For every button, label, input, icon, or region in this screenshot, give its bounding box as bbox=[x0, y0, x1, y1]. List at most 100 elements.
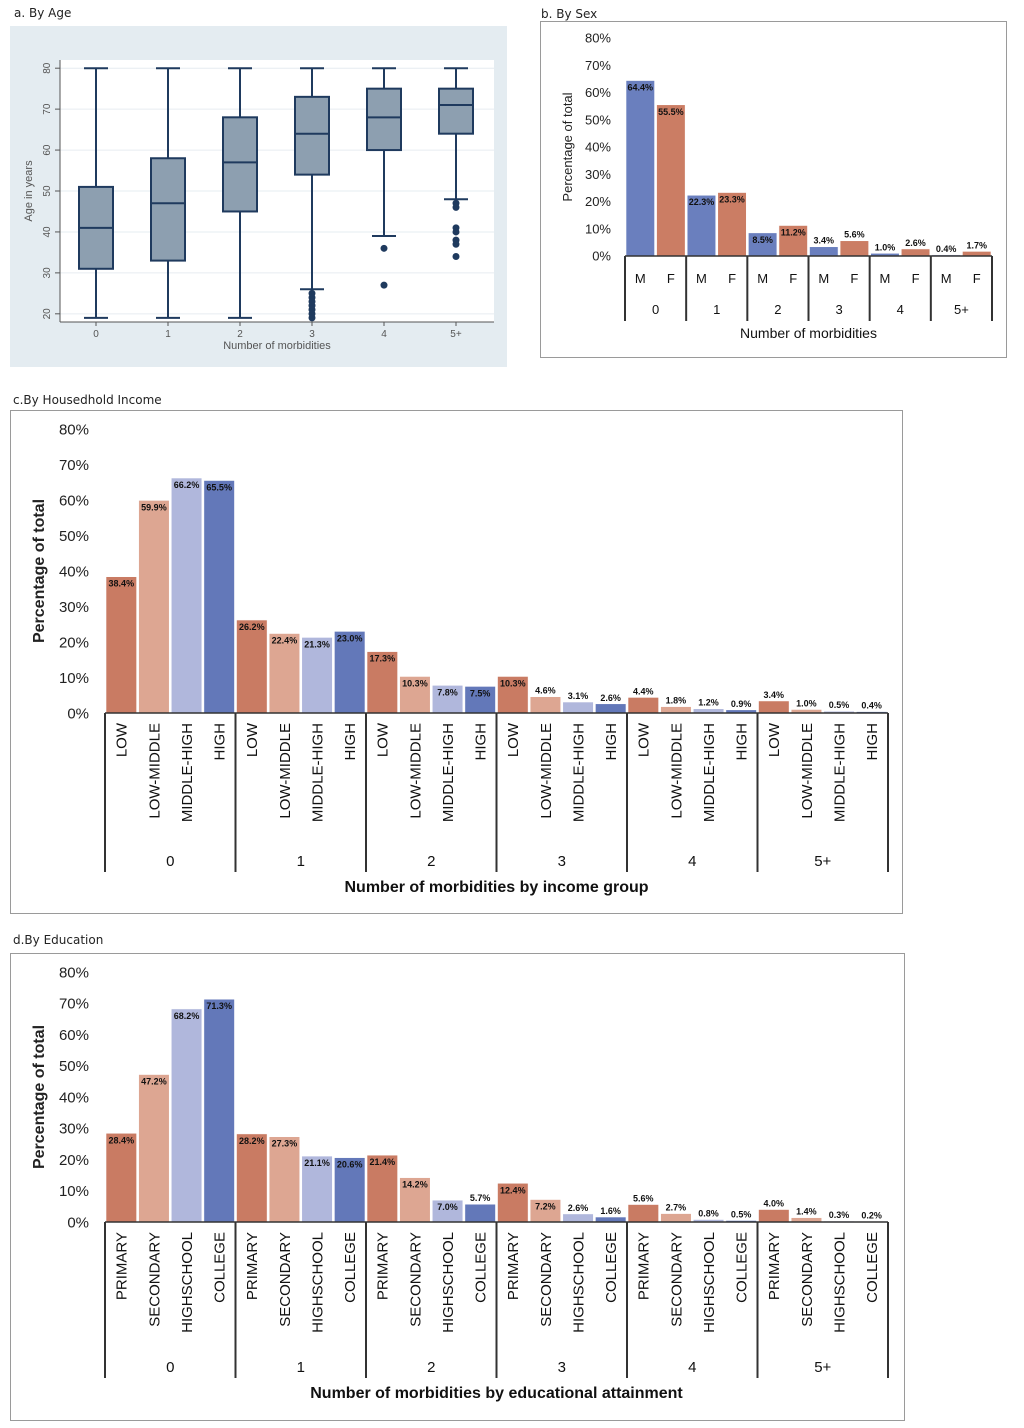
group-label-d: COLLEGE bbox=[734, 1232, 751, 1303]
bar-d bbox=[366, 1154, 398, 1223]
group-label-d: COLLEGE bbox=[603, 1232, 620, 1303]
data-label-d: 2.6% bbox=[568, 1203, 589, 1213]
data-label-d: 0.3% bbox=[829, 1210, 850, 1220]
data-label-d: 5.7% bbox=[470, 1193, 491, 1203]
y-tick-label-d: 60% bbox=[59, 1027, 89, 1044]
group-label-c: LOW-MIDDLE bbox=[146, 723, 163, 819]
category-label-d: 1 bbox=[297, 1359, 305, 1376]
bar-d bbox=[758, 1209, 790, 1223]
y-axis-label-c: Percentage of total bbox=[31, 499, 48, 643]
data-label-d: 28.2% bbox=[239, 1136, 265, 1146]
x-tick-label-a: 5+ bbox=[450, 329, 462, 340]
x-tick-label-a: 2 bbox=[237, 329, 243, 340]
y-axis-label-b: Percentage of total bbox=[560, 92, 575, 201]
group-label-d: COLLEGE bbox=[473, 1232, 490, 1303]
data-label-c: 10.3% bbox=[402, 678, 428, 688]
y-tick-label-c: 40% bbox=[59, 563, 89, 580]
data-label-b: 3.4% bbox=[814, 236, 835, 246]
bar-b bbox=[809, 246, 839, 257]
data-label-d: 0.8% bbox=[698, 1209, 719, 1219]
bar-c bbox=[627, 697, 659, 714]
data-label-d: 2.7% bbox=[666, 1203, 687, 1213]
group-label-b: M bbox=[880, 271, 891, 286]
data-label-d: 4.0% bbox=[764, 1199, 785, 1209]
y-tick-label-d: 70% bbox=[59, 996, 89, 1013]
bar-c bbox=[170, 477, 203, 714]
data-label-d: 14.2% bbox=[402, 1180, 428, 1190]
panel-c-title: c.By Housedhold Income bbox=[13, 393, 162, 407]
data-label-b: 23.3% bbox=[719, 195, 745, 205]
data-label-c: 65.5% bbox=[206, 482, 232, 492]
data-label-d: 12.4% bbox=[500, 1185, 526, 1195]
y-tick-label-c: 0% bbox=[67, 705, 89, 722]
group-label-d: HIGHSCHOOL bbox=[570, 1232, 587, 1333]
group-label-b: F bbox=[973, 271, 981, 286]
data-label-b: 0.4% bbox=[936, 244, 957, 254]
group-label-b: M bbox=[757, 271, 768, 286]
data-label-c: 3.1% bbox=[568, 691, 589, 701]
category-label-c: 4 bbox=[688, 853, 696, 870]
category-label-c: 2 bbox=[427, 853, 435, 870]
data-label-d: 21.4% bbox=[370, 1157, 396, 1167]
data-label-c: 22.4% bbox=[272, 635, 298, 645]
data-label-c: 26.2% bbox=[239, 622, 265, 632]
outlier-point bbox=[308, 289, 316, 297]
data-label-c: 66.2% bbox=[174, 480, 200, 490]
category-label-c: 0 bbox=[166, 853, 174, 870]
panel-d-title: d.By Education bbox=[13, 933, 104, 947]
y-axis-label-d: Percentage of total bbox=[31, 1025, 48, 1169]
bar-c bbox=[758, 700, 790, 714]
group-label-c: LOW bbox=[766, 722, 783, 757]
box bbox=[438, 87, 474, 135]
bar-c bbox=[203, 480, 235, 714]
data-label-c: 59.9% bbox=[141, 502, 167, 512]
group-label-c: HIGH bbox=[473, 723, 490, 761]
bar-c bbox=[334, 631, 366, 714]
group-label-c: HIGH bbox=[342, 723, 359, 761]
bar-b bbox=[717, 192, 747, 257]
y-tick-label-d: 50% bbox=[59, 1058, 89, 1075]
bar-c bbox=[301, 637, 333, 714]
y-tick-label-b: 50% bbox=[585, 112, 611, 127]
data-label-c: 4.6% bbox=[535, 686, 556, 696]
data-label-b: 2.6% bbox=[905, 238, 926, 248]
data-label-d: 0.2% bbox=[861, 1210, 882, 1220]
group-label-c: MIDDLE-HIGH bbox=[570, 723, 587, 822]
group-label-c: LOW bbox=[114, 722, 131, 757]
x-tick-label-a: 1 bbox=[165, 329, 171, 340]
bar-b bbox=[686, 194, 717, 257]
category-label-d: 0 bbox=[166, 1359, 174, 1376]
panel-c-frame bbox=[10, 410, 903, 914]
data-label-c: 17.3% bbox=[370, 654, 396, 664]
data-label-d: 1.6% bbox=[600, 1206, 621, 1216]
bar-d bbox=[301, 1155, 333, 1223]
bar-d bbox=[399, 1177, 431, 1223]
data-label-b: 1.0% bbox=[875, 242, 896, 252]
y-tick-label-a: 70 bbox=[42, 103, 53, 115]
category-label-c: 3 bbox=[558, 853, 566, 870]
x-tick-label-a: 3 bbox=[309, 329, 315, 340]
y-tick-label-d: 30% bbox=[59, 1121, 89, 1138]
y-tick-label-d: 40% bbox=[59, 1089, 89, 1106]
data-label-c: 4.4% bbox=[633, 686, 654, 696]
y-tick-label-a: 30 bbox=[42, 267, 53, 279]
box bbox=[150, 157, 186, 262]
panel-b-title: b. By Sex bbox=[541, 7, 598, 21]
outlier-point bbox=[380, 244, 388, 252]
group-label-d: HIGHSCHOOL bbox=[440, 1232, 457, 1333]
bar-d bbox=[203, 998, 235, 1223]
category-label-b: 5+ bbox=[954, 302, 969, 317]
group-label-d: PRIMARY bbox=[505, 1232, 522, 1300]
data-label-d: 21.1% bbox=[304, 1158, 330, 1168]
y-tick-label-a: 60 bbox=[42, 144, 53, 156]
y-tick-label-d: 20% bbox=[59, 1152, 89, 1169]
x-tick-label-a: 0 bbox=[93, 329, 99, 340]
box bbox=[294, 95, 330, 176]
outlier-point bbox=[452, 224, 460, 232]
bar-c bbox=[595, 703, 627, 714]
y-tick-label-b: 30% bbox=[585, 167, 611, 182]
group-label-c: LOW-MIDDLE bbox=[538, 723, 555, 819]
data-label-c: 0.4% bbox=[861, 701, 882, 711]
data-label-d: 0.5% bbox=[731, 1209, 752, 1219]
